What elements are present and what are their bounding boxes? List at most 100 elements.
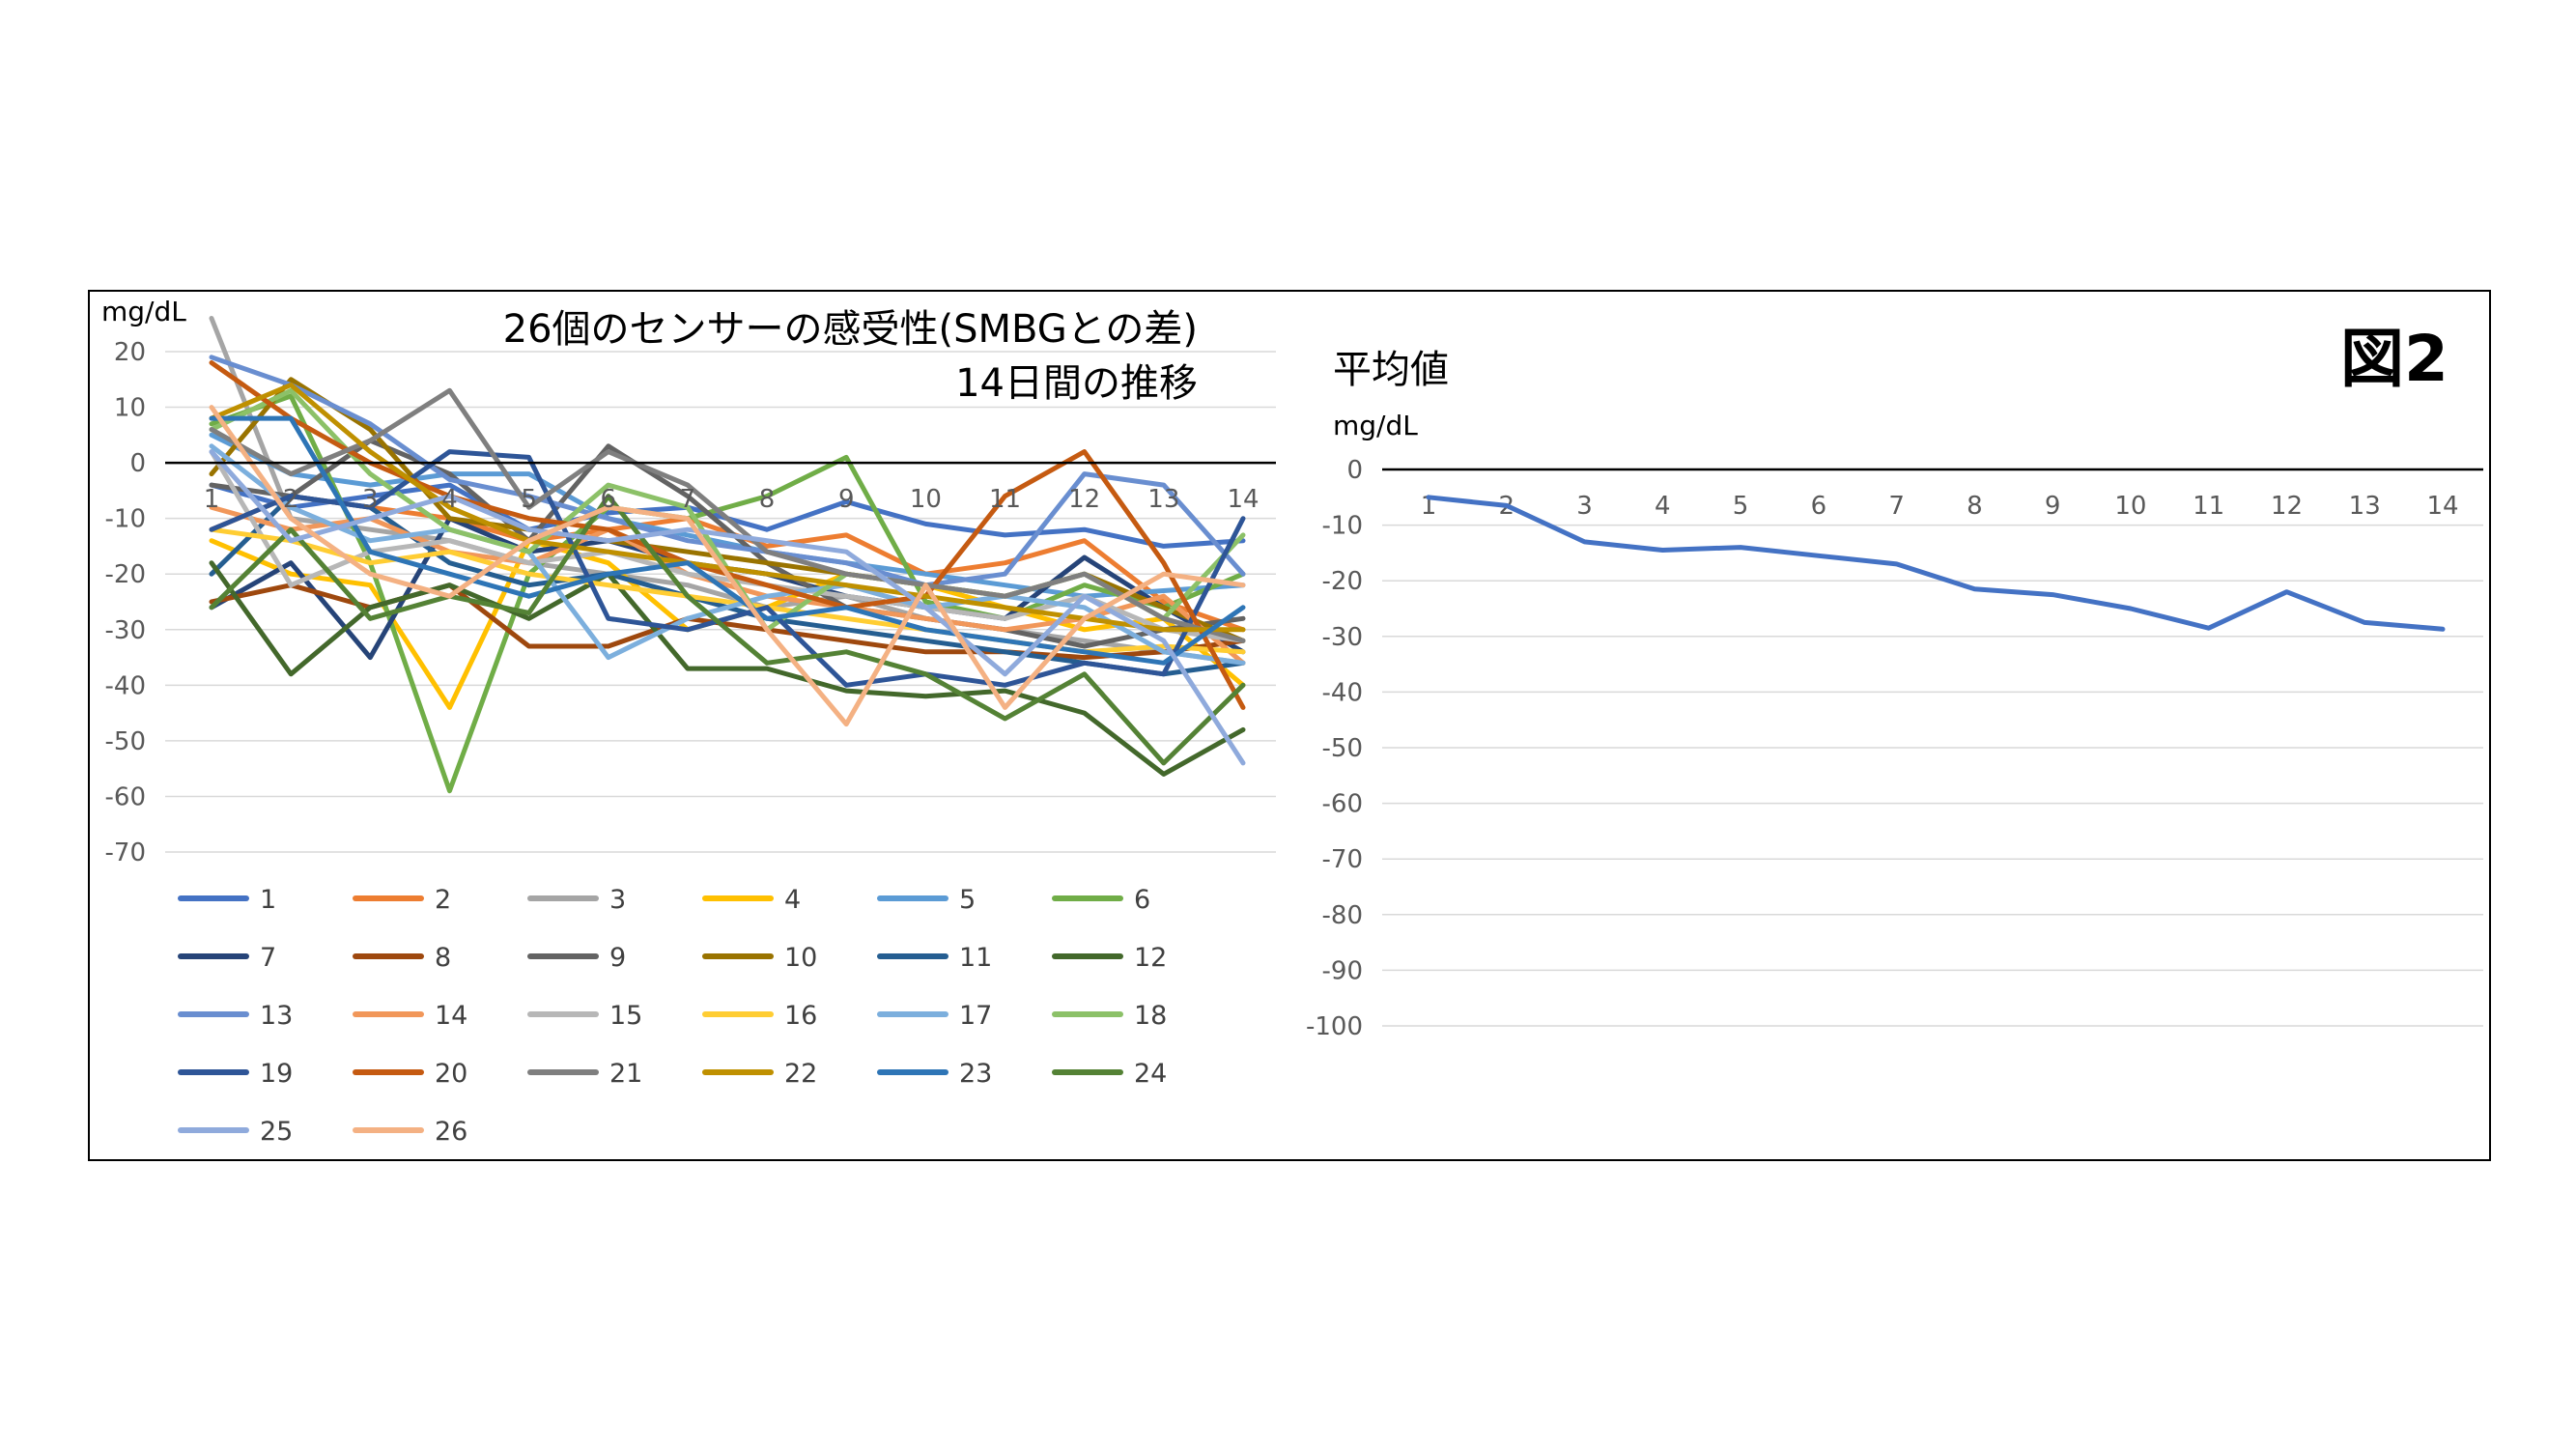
x-tick-label: 1 bbox=[204, 485, 220, 514]
legend-label: 7 bbox=[260, 943, 276, 973]
figure-canvas: 図2 mg/dL 26個のセンサーの感受性(SMBGとの差) 14日間の推移 2… bbox=[101, 296, 2483, 1147]
x-tick-label: 4 bbox=[1655, 492, 1671, 521]
series-line-21 bbox=[209, 387, 1246, 643]
series-line-1 bbox=[1426, 495, 2446, 632]
x-tick-label: 12 bbox=[1068, 485, 1100, 514]
x-tick-label: 14 bbox=[1227, 485, 1259, 514]
series-line-24 bbox=[209, 494, 1246, 766]
x-tick-label: 11 bbox=[2193, 492, 2224, 521]
legend-label: 1 bbox=[260, 885, 276, 915]
legend-label: 3 bbox=[609, 885, 626, 915]
y-tick-label: 0 bbox=[1346, 456, 1363, 485]
y-tick-label: -30 bbox=[105, 616, 146, 645]
y-tick-label: -70 bbox=[105, 838, 146, 867]
figure-label: 図2 bbox=[2340, 322, 2449, 396]
legend-label: 26 bbox=[435, 1117, 467, 1147]
y-tick-label: -40 bbox=[1322, 678, 1363, 707]
right-gridlines bbox=[1382, 524, 2483, 1027]
legend-label: 5 bbox=[959, 885, 976, 915]
legend-label: 8 bbox=[435, 943, 451, 973]
series-line-17 bbox=[209, 443, 1246, 666]
x-tick-label: 14 bbox=[2426, 492, 2458, 521]
legend-label: 16 bbox=[784, 1001, 817, 1031]
legend-label: 17 bbox=[959, 1001, 992, 1031]
y-tick-label: -20 bbox=[105, 560, 146, 589]
x-tick-label: 3 bbox=[362, 485, 379, 514]
x-tick-label: 11 bbox=[989, 485, 1021, 514]
average-chart: 平均値 mg/dL 0 -10 -20 -30 -40 -50 -60 -70 -80 -90 -1… bbox=[1306, 348, 2483, 1041]
y-tick-label: 20 bbox=[114, 338, 146, 367]
x-tick-label: 8 bbox=[1967, 492, 1983, 521]
legend-label: 23 bbox=[959, 1059, 992, 1089]
right-y-unit: mg/dL bbox=[1333, 410, 1418, 441]
y-tick-label: -50 bbox=[105, 727, 146, 756]
x-tick-label: 5 bbox=[521, 485, 537, 514]
right-series-lines bbox=[1426, 495, 2446, 632]
y-tick-label: -50 bbox=[1322, 734, 1363, 763]
legend-label: 24 bbox=[1134, 1059, 1167, 1089]
legend-label: 10 bbox=[784, 943, 817, 973]
series-line-25 bbox=[209, 449, 1246, 766]
legend-label: 11 bbox=[959, 943, 992, 973]
y-tick-label: 10 bbox=[114, 394, 146, 423]
legend-label: 13 bbox=[260, 1001, 293, 1031]
figure-frame: 図2 mg/dL 26個のセンサーの感受性(SMBGとの差) 14日間の推移 2… bbox=[88, 290, 2491, 1161]
left-title-line2: 14日間の推移 bbox=[955, 361, 1198, 406]
x-tick-label: 6 bbox=[1811, 492, 1827, 521]
x-tick-label: 5 bbox=[1733, 492, 1749, 521]
series-line-14 bbox=[209, 504, 1246, 666]
x-tick-label: 13 bbox=[1147, 485, 1179, 514]
legend-label: 4 bbox=[784, 885, 801, 915]
series-line-15 bbox=[209, 449, 1246, 643]
series-line-3 bbox=[209, 316, 1246, 666]
y-tick-label: -10 bbox=[1322, 512, 1363, 541]
legend-label: 25 bbox=[260, 1117, 293, 1147]
legend-label: 21 bbox=[609, 1059, 642, 1089]
y-tick-label: -80 bbox=[1322, 901, 1363, 930]
right-x-tick-labels: 1 2 3 4 5 6 7 8 9 10 11 12 13 14 bbox=[1421, 492, 2459, 521]
legend-label: 19 bbox=[260, 1059, 293, 1089]
x-tick-label: 13 bbox=[2349, 492, 2381, 521]
right-y-tick-labels: 0 -10 -20 -30 -40 -50 -60 -70 -80 -90 -100 bbox=[1306, 456, 1363, 1041]
legend-label: 6 bbox=[1134, 885, 1150, 915]
x-tick-label: 12 bbox=[2271, 492, 2303, 521]
series-line-26 bbox=[209, 405, 1246, 727]
y-tick-label: -60 bbox=[105, 782, 146, 811]
y-tick-label: -10 bbox=[105, 505, 146, 534]
legend-label: 14 bbox=[435, 1001, 467, 1031]
y-tick-label: -40 bbox=[105, 671, 146, 700]
y-tick-label: -90 bbox=[1322, 956, 1363, 985]
left-y-tick-labels: 20 10 0 -10 -20 -30 -40 -50 -60 -70 bbox=[105, 338, 146, 867]
x-tick-label: 6 bbox=[600, 485, 616, 514]
y-tick-label: -70 bbox=[1322, 845, 1363, 874]
right-title: 平均値 bbox=[1333, 348, 1449, 392]
x-tick-label: 8 bbox=[759, 485, 776, 514]
legend-label: 22 bbox=[784, 1059, 817, 1089]
series-line-6 bbox=[209, 393, 1246, 794]
y-tick-label: -30 bbox=[1322, 623, 1363, 652]
legend-label: 9 bbox=[609, 943, 626, 973]
series-line-19 bbox=[209, 449, 1246, 688]
y-tick-label: -100 bbox=[1306, 1012, 1363, 1041]
legend-label: 2 bbox=[435, 885, 451, 915]
x-tick-label: 10 bbox=[910, 485, 942, 514]
x-tick-label: 4 bbox=[441, 485, 458, 514]
x-tick-label: 7 bbox=[680, 485, 696, 514]
legend-label: 18 bbox=[1134, 1001, 1167, 1031]
left-y-unit: mg/dL bbox=[101, 296, 186, 327]
y-tick-label: 0 bbox=[129, 449, 146, 478]
legend-label: 12 bbox=[1134, 943, 1167, 973]
sensor-differences-chart: mg/dL 26個のセンサーの感受性(SMBGとの差) 14日間の推移 2010… bbox=[101, 296, 1276, 1147]
y-tick-label: -60 bbox=[1322, 790, 1363, 819]
x-tick-label: 9 bbox=[2045, 492, 2061, 521]
x-tick-label: 2 bbox=[283, 485, 299, 514]
x-tick-label: 3 bbox=[1576, 492, 1593, 521]
legend-label: 15 bbox=[609, 1001, 642, 1031]
y-tick-label: -20 bbox=[1322, 567, 1363, 596]
x-tick-label: 9 bbox=[838, 485, 855, 514]
x-tick-label: 10 bbox=[2114, 492, 2146, 521]
x-tick-label: 7 bbox=[1888, 492, 1905, 521]
series-line-22 bbox=[209, 383, 1246, 633]
legend-label: 20 bbox=[435, 1059, 467, 1089]
